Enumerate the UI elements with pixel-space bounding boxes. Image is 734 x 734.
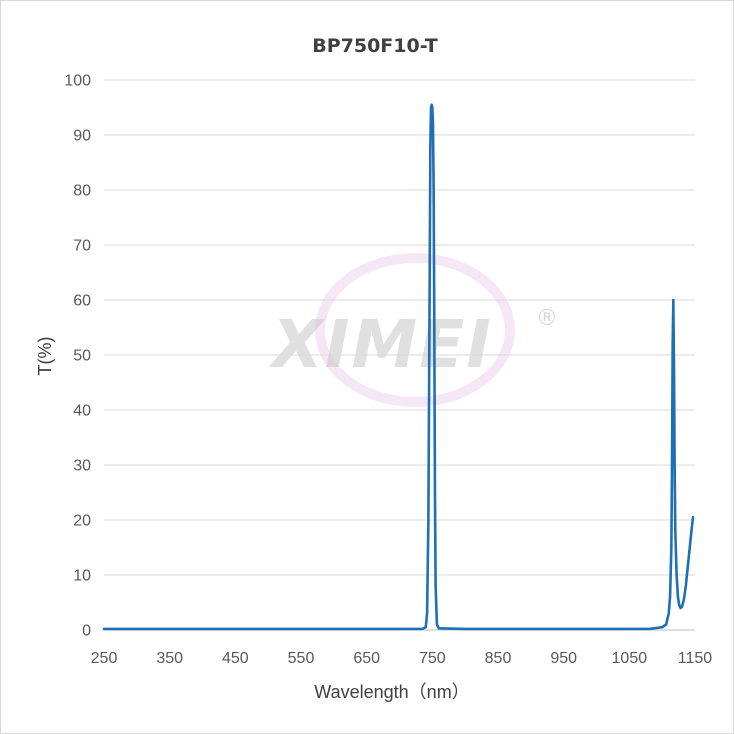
y-tick-label-10: 10	[73, 568, 91, 585]
series-line-0	[102, 103, 695, 631]
watermark-logo: XIMEI ®	[268, 253, 558, 407]
x-tick-label-850: 850	[485, 650, 512, 667]
y-tick-labels: 0 10 20 30 40 50 60 70 80 90 100	[64, 73, 91, 640]
grid	[104, 79, 695, 631]
y-tick-label-80: 80	[73, 183, 91, 200]
x-tick-label-1050: 1050	[612, 650, 648, 667]
y-tick-label-40: 40	[73, 403, 91, 420]
y-tick-label-50: 50	[73, 348, 91, 365]
x-tick-label-650: 650	[353, 650, 380, 667]
x-tick-label-550: 550	[288, 650, 315, 667]
y-axis-label: T(%)	[35, 337, 55, 376]
y-tick-label-100: 100	[64, 73, 91, 90]
x-tick-label-350: 350	[156, 650, 183, 667]
y-tick-label-30: 30	[73, 458, 91, 475]
watermark-text: XIMEI	[268, 306, 493, 383]
watermark-registered-mark: ®	[536, 306, 558, 331]
y-tick-label-90: 90	[73, 128, 91, 145]
x-axis-label: Wavelength（nm）	[314, 682, 469, 702]
x-tick-label-250: 250	[91, 650, 118, 667]
y-tick-label-0: 0	[82, 623, 91, 640]
x-tick-labels: 250 350 450 550 650 750 850 950 1050 1150	[91, 650, 713, 667]
x-tick-label-950: 950	[550, 650, 577, 667]
series-group	[102, 103, 695, 631]
x-tick-label-750: 750	[419, 650, 446, 667]
x-tick-label-450: 450	[222, 650, 249, 667]
y-tick-label-60: 60	[73, 293, 91, 310]
y-tick-label-70: 70	[73, 238, 91, 255]
chart-title: BP750F10-T	[312, 35, 438, 57]
watermark-swoosh	[315, 253, 515, 407]
x-tick-label-1150: 1150	[678, 650, 713, 667]
y-tick-label-20: 20	[73, 513, 91, 530]
